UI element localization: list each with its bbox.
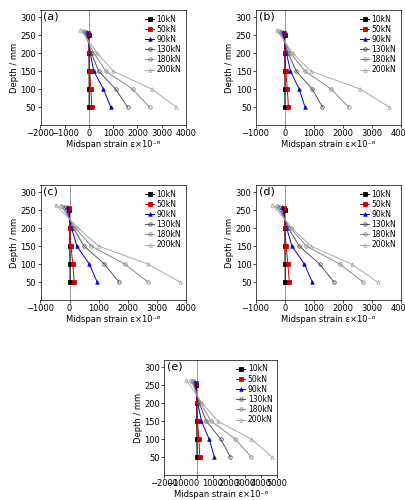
Text: (e): (e) xyxy=(167,361,182,371)
X-axis label: Midspan strain ε×10⁻⁶: Midspan strain ε×10⁻⁶ xyxy=(174,490,268,498)
X-axis label: Midspan strain ε×10⁻⁶: Midspan strain ε×10⁻⁶ xyxy=(281,140,375,148)
X-axis label: Midspan strain ε×10⁻⁶: Midspan strain ε×10⁻⁶ xyxy=(66,140,160,148)
Legend: 10kN, 50kN, 90kN, 130kN, 180kN, 200kN: 10kN, 50kN, 90kN, 130kN, 180kN, 200kN xyxy=(144,14,182,75)
X-axis label: Midspan strain ε×10⁻⁶: Midspan strain ε×10⁻⁶ xyxy=(281,314,375,324)
Y-axis label: Depth / mm: Depth / mm xyxy=(134,392,143,442)
Text: (a): (a) xyxy=(43,11,59,21)
Legend: 10kN, 50kN, 90kN, 130kN, 180kN, 200kN: 10kN, 50kN, 90kN, 130kN, 180kN, 200kN xyxy=(235,364,273,425)
Legend: 10kN, 50kN, 90kN, 130kN, 180kN, 200kN: 10kN, 50kN, 90kN, 130kN, 180kN, 200kN xyxy=(359,14,397,75)
Y-axis label: Depth / mm: Depth / mm xyxy=(10,42,19,92)
Text: (d): (d) xyxy=(258,186,275,196)
Legend: 10kN, 50kN, 90kN, 130kN, 180kN, 200kN: 10kN, 50kN, 90kN, 130kN, 180kN, 200kN xyxy=(144,189,182,250)
Y-axis label: Depth / mm: Depth / mm xyxy=(225,218,234,268)
Text: (b): (b) xyxy=(258,11,274,21)
Y-axis label: Depth / mm: Depth / mm xyxy=(225,42,234,92)
Text: (c): (c) xyxy=(43,186,58,196)
Y-axis label: Depth / mm: Depth / mm xyxy=(10,218,19,268)
Legend: 10kN, 50kN, 90kN, 130kN, 180kN, 200kN: 10kN, 50kN, 90kN, 130kN, 180kN, 200kN xyxy=(359,189,397,250)
X-axis label: Midspan strain ε×10⁻⁶: Midspan strain ε×10⁻⁶ xyxy=(66,314,160,324)
